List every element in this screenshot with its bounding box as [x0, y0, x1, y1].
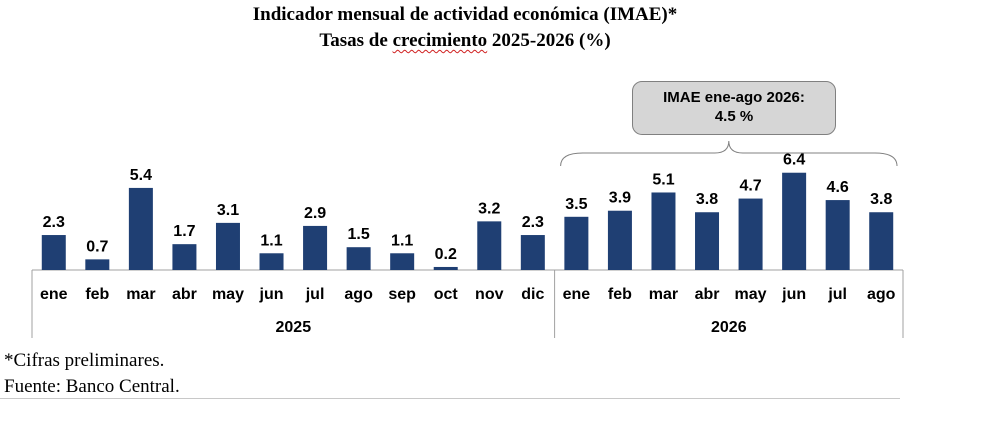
- x-tick-label: sep: [388, 286, 416, 303]
- bar: [869, 212, 894, 270]
- bar: [607, 210, 632, 270]
- callout-box: IMAE ene-ago 2026: 4.5 %: [632, 81, 836, 135]
- data-label: 1.5: [348, 226, 370, 243]
- data-label: 4.7: [739, 178, 761, 195]
- x-tick-label: feb: [85, 286, 109, 303]
- bar: [346, 247, 371, 270]
- x-tick-label: ene: [563, 286, 591, 303]
- group-brace: [560, 140, 898, 167]
- data-label: 5.4: [130, 167, 152, 184]
- footer-divider: [0, 398, 900, 399]
- data-label: 3.2: [478, 200, 500, 217]
- bar: [390, 253, 415, 270]
- data-label: 3.8: [696, 191, 718, 208]
- x-tick-label: ene: [40, 286, 68, 303]
- bar: [172, 244, 197, 270]
- data-label: 2.3: [522, 214, 544, 231]
- x-tick-label: abr: [695, 286, 720, 303]
- bar: [85, 259, 110, 270]
- data-label: 3.5: [565, 196, 587, 213]
- x-tick-label: dic: [521, 286, 544, 303]
- x-tick-label: nov: [475, 286, 504, 303]
- data-label: 2.3: [43, 214, 65, 231]
- bar: [41, 235, 66, 270]
- subtitle-part-a: Tasas de: [319, 30, 388, 51]
- callout-line1: IMAE ene-ago 2026:: [663, 89, 805, 106]
- bar: [215, 222, 240, 270]
- subtitle-part-b: crecimiento: [392, 30, 488, 51]
- data-label: 6.4: [783, 152, 805, 169]
- data-label: 1.1: [391, 232, 413, 249]
- x-tick-label: ago: [867, 286, 896, 303]
- data-label: 2.9: [304, 205, 326, 222]
- x-tick-label: abr: [172, 286, 197, 303]
- data-label: 5.1: [652, 171, 674, 188]
- bar: [520, 235, 545, 270]
- callout-line2: 4.5 %: [714, 108, 754, 125]
- data-label: 1.1: [260, 232, 282, 249]
- data-label: 0.2: [435, 246, 457, 263]
- x-tick-label: jul: [827, 286, 847, 303]
- bar-chart: 2.3 ene 0.7 feb 5.4 mar 1.7 abr 3.1 may 1.1 jun 2.9 j…: [31, 140, 904, 338]
- bar: [433, 266, 458, 270]
- x-tick-label: ago: [344, 286, 373, 303]
- subtitle-part-c: 2025-2026 (%): [491, 30, 611, 51]
- x-tick-label: may: [212, 286, 244, 303]
- chart-title: Indicador mensual de actividad económica…: [252, 4, 678, 25]
- x-tick-label: jul: [305, 286, 325, 303]
- bar: [259, 253, 284, 270]
- x-tick-label: oct: [434, 286, 459, 303]
- bar: [564, 216, 589, 270]
- footnote-source: Fuente: Banco Central.: [4, 376, 180, 397]
- x-tick-label: mar: [649, 286, 678, 303]
- data-label: 3.9: [609, 190, 631, 207]
- bar: [477, 221, 502, 270]
- group-label: 2026: [711, 319, 747, 336]
- chart-subtitle: Tasas de crecimiento 2025-2026 (%): [0, 30, 930, 52]
- bar: [651, 192, 676, 270]
- data-label: 0.7: [86, 238, 108, 255]
- x-tick-label: mar: [126, 286, 155, 303]
- data-label: 1.7: [173, 223, 195, 240]
- data-label: 3.1: [217, 202, 239, 219]
- bar: [825, 200, 850, 270]
- x-tick-label: jun: [781, 286, 806, 303]
- x-tick-label: feb: [608, 286, 632, 303]
- data-label: 4.6: [827, 179, 849, 196]
- x-tick-label: jun: [259, 286, 284, 303]
- bar: [695, 212, 720, 270]
- group-label: 2025: [276, 319, 312, 336]
- footnote-preliminary: *Cifras preliminares.: [4, 350, 165, 371]
- bar: [303, 225, 328, 270]
- x-tick-label: may: [735, 286, 767, 303]
- data-label: 3.8: [870, 191, 892, 208]
- bar: [128, 187, 153, 270]
- bar: [738, 198, 763, 270]
- bar: [782, 172, 807, 270]
